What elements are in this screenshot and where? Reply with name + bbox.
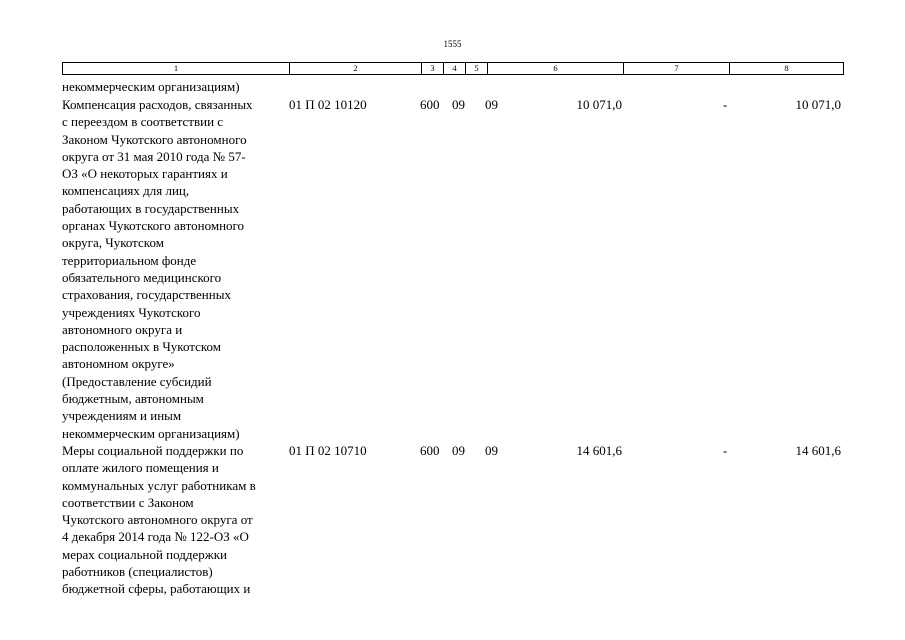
header-col-2: 2 (289, 63, 421, 74)
description-line: бюджетной сферы, работающих и (62, 581, 251, 597)
header-col-8: 8 (729, 63, 843, 74)
table-row-1-total: 10 071,0 (795, 97, 842, 112)
table-row-2-pr: 09 (485, 443, 498, 458)
description-line: 4 декабря 2014 года № 122-ОЗ «О (62, 529, 249, 545)
description-line: расположенных в Чукотском (62, 339, 222, 355)
table-row-2-total: 14 601,6 (795, 443, 842, 458)
description-line: с переездом в соответствии с (62, 114, 224, 130)
table-row-1-description: Компенсация расходов, связанных с переез… (62, 96, 253, 442)
header-col-6: 6 (487, 63, 623, 74)
description-line: (Предоставление субсидий (62, 373, 212, 389)
description-line: Законом Чукотского автономного (62, 131, 247, 147)
description-line: оплате жилого помещения и (62, 460, 219, 476)
description-line: округа от 31 мая 2010 года № 57- (62, 148, 246, 164)
header-col-5: 5 (465, 63, 487, 74)
header-col-7: 7 (623, 63, 729, 74)
description-line: учреждениям и иным (62, 408, 182, 424)
description-line: автономного округа и (62, 321, 183, 337)
table-row-1-code: 01 П 02 10120 (289, 97, 367, 112)
description-line: мерах социальной поддержки (62, 546, 228, 562)
table-row-2-code: 01 П 02 10710 (289, 443, 367, 458)
table-row-1-amount: 10 071,0 (576, 97, 623, 112)
continuation-text: некоммерческим организациям) (62, 79, 240, 94)
table-column-header: 1 2 3 4 5 6 7 8 (62, 62, 844, 75)
description-line: коммунальных услуг работникам в (62, 477, 256, 493)
description-line: работников (специалистов) (62, 564, 213, 580)
header-col-4: 4 (443, 63, 465, 74)
table-row-1-rz: 09 (452, 97, 465, 112)
table-row-1-vr: 600 (420, 97, 440, 112)
table-row-2-amount: 14 601,6 (576, 443, 623, 458)
table-row-2-description: Меры социальной поддержки по оплате жило… (62, 442, 256, 598)
description-line: некоммерческим организациям) (62, 425, 240, 441)
description-line: страхования, государственных (62, 287, 231, 303)
table-row-1-change: - (723, 97, 728, 112)
table-row-2-change: - (723, 443, 728, 458)
table-row-2-rz: 09 (452, 443, 465, 458)
header-col-1: 1 (173, 63, 179, 73)
description-line: обязательного медицинского (62, 269, 222, 285)
description-line: учреждениях Чукотского (62, 304, 201, 320)
description-line: Компенсация расходов, связанных (62, 97, 253, 112)
header-col-3: 3 (421, 63, 443, 74)
description-line: бюджетным, автономным (62, 391, 204, 407)
description-line: Чукотского автономного округа от (62, 512, 253, 528)
description-line: ОЗ «О некоторых гарантиях и (62, 166, 228, 182)
description-line: соответствии с Законом (62, 494, 194, 510)
table-row-2-vr: 600 (420, 443, 440, 458)
description-line: округа, Чукотском (62, 235, 164, 251)
page-number: 1555 (443, 39, 462, 49)
description-line: автономном округе» (62, 356, 175, 372)
description-line: компенсациях для лиц, (62, 183, 190, 199)
description-line: работающих в государственных (62, 200, 240, 216)
description-line: органах Чукотского автономного (62, 218, 245, 234)
description-line: Меры социальной поддержки по (62, 443, 244, 458)
description-line: территориальном фонде (62, 252, 197, 268)
table-row-1-pr: 09 (485, 97, 498, 112)
